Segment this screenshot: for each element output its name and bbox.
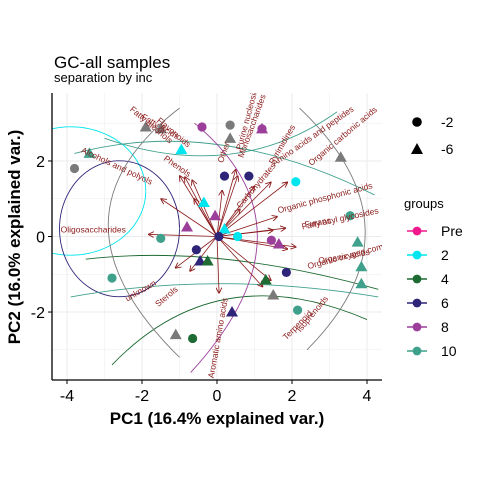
data-point-circle — [107, 273, 117, 283]
data-point-circle — [291, 177, 301, 187]
legend-shape-label: -6 — [441, 141, 454, 157]
loading-arrow — [161, 199, 218, 237]
x-tick-label: 4 — [363, 388, 372, 405]
group-ellipse — [107, 107, 180, 358]
data-point-triangle — [201, 255, 214, 266]
data-point-circle — [191, 245, 201, 255]
group-ellipse — [190, 122, 258, 373]
data-point-triangle — [154, 122, 167, 134]
group-ellipse — [59, 160, 180, 298]
legend-shape-circle — [412, 117, 422, 127]
data-point-circle — [188, 333, 198, 344]
data-point-circle — [293, 305, 303, 315]
data-point-triangle — [169, 328, 182, 340]
legend: -2 -6 groups Pre 2 4 6 8 10 — [404, 114, 463, 359]
data-point-circle — [244, 171, 254, 181]
loading-arrow — [216, 170, 236, 237]
y-tick-label: -2 — [31, 305, 45, 322]
group-ellipse — [52, 126, 147, 256]
legend-group-swatch — [412, 346, 422, 356]
data-point-triangle — [226, 306, 238, 317]
loading-arrow — [216, 176, 238, 237]
data-point-triangle — [267, 289, 280, 300]
data-point-triangle — [355, 260, 368, 272]
data-point-circle — [225, 120, 235, 130]
legend-group-swatch — [412, 298, 422, 308]
x-tick-label: 0 — [213, 388, 222, 405]
legend-group-label: Pre — [441, 223, 463, 239]
data-point-circle — [156, 233, 166, 243]
data-point-triangle — [209, 209, 222, 221]
x-tick-label: -2 — [135, 388, 149, 405]
group-ellipse — [299, 107, 366, 351]
legend-group-label: 10 — [441, 343, 457, 359]
loading-label: Oligosaccharides — [61, 225, 126, 235]
loading-arrow — [192, 180, 218, 237]
data-point-circle — [257, 124, 267, 134]
data-point-triangle — [197, 196, 210, 208]
legend-shape-triangle — [411, 143, 423, 154]
data-point-triangle — [355, 277, 368, 289]
loading-arrow — [216, 230, 273, 237]
loading-arrow — [194, 199, 218, 237]
group-ellipse — [74, 140, 375, 196]
data-point-triangle — [139, 120, 152, 132]
data-point-circle — [281, 267, 291, 277]
data-point-triangle — [175, 143, 188, 155]
group-ellipse — [104, 111, 338, 157]
data-point-circle — [266, 235, 276, 245]
legend-group-swatch — [412, 250, 422, 260]
group-ellipse — [111, 295, 368, 366]
legend-group-label: 6 — [441, 295, 449, 311]
data-point-circle — [233, 231, 243, 242]
y-axis-label: PC2 (16.0% explained var.) — [5, 130, 24, 345]
data-point-circle — [219, 171, 230, 181]
legend-shape-label: -2 — [441, 114, 454, 130]
data-point-circle — [345, 211, 355, 221]
legend-group-swatch — [412, 322, 422, 332]
data-point-triangle — [181, 221, 193, 232]
legend-group-label: 8 — [441, 319, 449, 335]
data-point-triangle — [83, 147, 96, 158]
chart-title: GC-all samples — [54, 53, 170, 72]
data-point-triangle — [272, 238, 285, 249]
loading-label: Furans — [304, 215, 332, 229]
loading-arrow — [216, 191, 222, 237]
loading-arrow — [216, 182, 287, 237]
y-tick-label: 0 — [36, 230, 45, 247]
axes: -4 -2 0 2 4 -2 0 2 — [31, 93, 382, 405]
loading-arrow — [216, 236, 271, 281]
legend-groups-title: groups — [404, 196, 444, 211]
data-point-circle — [197, 122, 207, 132]
x-tick-label: -4 — [60, 388, 74, 405]
loading-arrow — [217, 236, 219, 293]
x-tick-label: 2 — [288, 388, 297, 405]
data-point-triangle — [259, 273, 272, 285]
data-point-circle — [69, 163, 80, 174]
data-point-triangle — [224, 132, 237, 143]
group-ellipse — [70, 283, 379, 298]
data-point-triangle — [351, 236, 364, 247]
loading-arrow — [216, 236, 262, 287]
legend-group-swatch — [412, 274, 422, 284]
legend-group-swatch — [412, 226, 422, 236]
legend-group-label: 4 — [441, 271, 449, 287]
y-tick-label: 2 — [36, 154, 45, 171]
chart-subtitle: separation by inc — [54, 70, 153, 85]
x-axis-label: PC1 (16.4% explained var.) — [110, 409, 325, 428]
data-point-triangle — [334, 151, 347, 162]
group-ellipse — [85, 254, 379, 290]
data-point-circle — [214, 231, 224, 242]
data-point-triangle — [218, 222, 231, 234]
legend-group-label: 2 — [441, 247, 449, 263]
